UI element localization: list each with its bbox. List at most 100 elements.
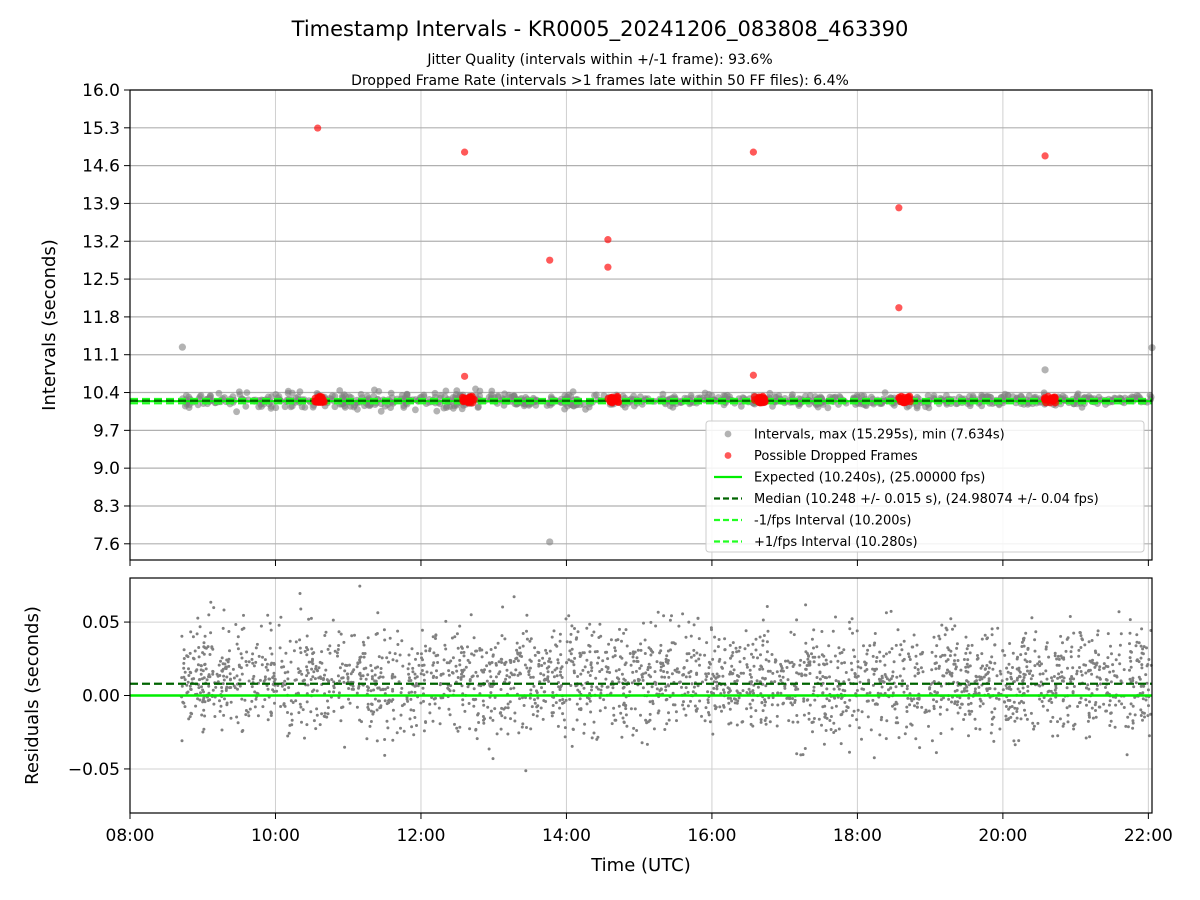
residual-point	[698, 653, 702, 657]
residual-point	[1077, 654, 1081, 658]
residual-point	[883, 691, 887, 695]
residual-point	[1040, 700, 1044, 703]
residual-point	[1075, 672, 1079, 676]
residual-point	[242, 613, 245, 617]
residual-point	[182, 648, 186, 652]
residual-point	[559, 673, 563, 677]
residual-point	[533, 646, 537, 650]
residual-point	[296, 691, 300, 695]
residual-point	[956, 711, 960, 715]
residual-point	[1021, 637, 1025, 641]
residual-point	[537, 651, 541, 655]
residual-point	[393, 652, 397, 656]
residual-point	[305, 674, 309, 678]
residual-point	[1081, 638, 1084, 642]
residual-point	[953, 702, 957, 705]
residual-point	[855, 629, 859, 633]
residual-point	[898, 674, 902, 678]
residual-point	[211, 647, 215, 651]
residual-point	[362, 667, 366, 671]
residual-point	[531, 713, 535, 717]
residual-point	[575, 702, 579, 706]
residual-point	[895, 716, 899, 720]
residual-point	[771, 696, 775, 700]
residual-point	[622, 720, 626, 724]
residual-point	[444, 619, 448, 623]
residual-point	[635, 729, 639, 732]
residual-point	[588, 699, 592, 703]
residual-point	[263, 658, 267, 662]
residual-point	[336, 674, 340, 678]
residual-point	[298, 702, 302, 706]
residual-point	[915, 705, 919, 709]
residual-point	[842, 648, 846, 652]
residual-point	[1069, 655, 1073, 659]
residual-point	[419, 652, 423, 656]
residual-point	[1132, 685, 1136, 689]
residual-point	[1086, 683, 1090, 687]
residual-point	[447, 707, 451, 711]
residual-point	[647, 646, 651, 650]
dropped-cluster-point	[1044, 392, 1052, 401]
residual-point	[646, 690, 650, 694]
interval-point	[288, 389, 296, 397]
residual-point	[915, 662, 919, 666]
residual-point	[759, 653, 762, 657]
residual-point	[647, 662, 651, 666]
residual-point	[422, 673, 426, 677]
residual-point	[399, 691, 403, 695]
residual-point	[1077, 648, 1081, 652]
residual-point	[1114, 703, 1118, 707]
residual-point	[695, 651, 699, 655]
residual-point	[837, 687, 841, 691]
residual-point	[1095, 687, 1099, 691]
residual-point	[323, 711, 327, 715]
residual-point	[188, 715, 192, 719]
residual-point	[988, 687, 992, 690]
interval-point	[197, 392, 205, 399]
residual-point	[749, 706, 753, 710]
residual-point	[305, 668, 309, 672]
residual-point	[416, 684, 420, 688]
residual-point	[467, 702, 471, 705]
residual-point	[977, 685, 981, 689]
dropped-frame-point	[1041, 152, 1049, 160]
residual-point	[915, 701, 919, 705]
residual-point	[863, 669, 867, 673]
residual-point	[205, 678, 209, 682]
residual-point	[462, 674, 466, 678]
residual-point	[279, 705, 283, 708]
residual-point	[1044, 645, 1048, 649]
residual-point	[275, 689, 279, 693]
residual-point	[606, 657, 610, 661]
residual-point	[774, 658, 777, 662]
residual-point	[764, 684, 768, 688]
residual-point	[261, 655, 264, 659]
residual-point	[222, 608, 226, 612]
residual-point	[883, 663, 887, 667]
residual-point	[1096, 633, 1100, 637]
residual-point	[436, 661, 440, 664]
residual-point	[1094, 701, 1098, 704]
residual-point	[1066, 636, 1070, 640]
residual-point	[596, 687, 600, 691]
residual-point	[712, 680, 716, 684]
residual-point	[717, 659, 721, 663]
residual-point	[1005, 666, 1009, 670]
residual-point	[441, 672, 445, 676]
residual-point	[191, 656, 195, 660]
residual-point	[272, 690, 276, 693]
residual-point	[545, 666, 549, 670]
residual-point	[939, 698, 943, 702]
residual-point	[247, 679, 251, 683]
residual-point	[206, 699, 210, 702]
residual-point	[900, 648, 904, 652]
residual-point	[763, 703, 767, 707]
residual-point	[508, 700, 512, 704]
residual-point	[889, 609, 893, 613]
residual-point	[967, 702, 970, 706]
residual-point	[298, 638, 302, 642]
residual-point	[1057, 657, 1061, 661]
residual-point	[802, 713, 806, 717]
residual-point	[194, 704, 198, 708]
